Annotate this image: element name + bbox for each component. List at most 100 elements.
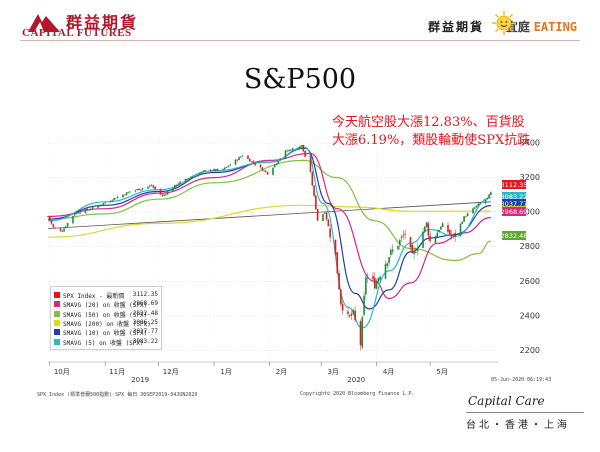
- candle-body: [466, 213, 469, 217]
- copyright-caption: Copyright© 2020 Bloomberg Finance L.P.: [300, 391, 415, 397]
- candle-body: [302, 144, 305, 152]
- legend-item: SMAVG (10) on 收盤 (SPX) 3037.77: [54, 328, 158, 337]
- candle-body: [436, 232, 439, 238]
- candle-body: [397, 245, 399, 250]
- legend-label: SMAVG (5) on 收盤 (SPX): [63, 339, 144, 347]
- candle-body: [48, 216, 51, 221]
- company-name-en: CAPITAL FUTURES: [22, 27, 132, 39]
- candle-body: [54, 227, 56, 229]
- candle-body: [202, 170, 205, 172]
- candle-body: [50, 220, 53, 224]
- candle-body: [425, 222, 428, 228]
- candle-body: [248, 158, 251, 162]
- candle-body: [147, 186, 149, 189]
- candle-body: [252, 161, 255, 164]
- candle-body: [347, 311, 349, 314]
- candle-body: [116, 196, 119, 199]
- candle-body: [429, 235, 431, 242]
- candle-body: [240, 156, 242, 158]
- year-label: 2020: [347, 376, 365, 384]
- legend-value: 3006.25: [132, 318, 158, 326]
- candle-body: [136, 189, 139, 190]
- candle-body: [72, 215, 74, 224]
- candle-body: [340, 289, 342, 305]
- trendline: [47, 201, 491, 229]
- candle-body: [148, 185, 151, 187]
- candle-body: [391, 249, 394, 252]
- candle-body: [279, 158, 281, 161]
- candle-body: [484, 199, 487, 204]
- ma-line: [47, 152, 491, 300]
- candle-body: [350, 313, 353, 316]
- candle-body: [140, 189, 142, 191]
- candle-body: [141, 188, 144, 190]
- legend-value: 3083.22: [132, 337, 158, 345]
- candle-body: [304, 150, 306, 157]
- candle-body: [400, 236, 403, 238]
- candle-body: [111, 200, 114, 202]
- candle-body: [173, 184, 176, 189]
- candle-body: [297, 147, 299, 149]
- legend-item: SPX Index - 最新價 3112.35: [54, 291, 158, 300]
- legend-label: SPX Index - 最新價: [63, 293, 125, 300]
- legend-label: SMAVG (20) on 收盤 (SPX): [63, 302, 148, 310]
- y-tick-label: 3400: [520, 139, 540, 148]
- candle-body: [273, 164, 276, 168]
- candle-body: [363, 295, 365, 315]
- candle-body: [191, 176, 194, 178]
- candle-body: [154, 186, 156, 190]
- candle-body: [166, 191, 169, 195]
- candle-body: [200, 171, 203, 174]
- candle-body: [61, 230, 64, 232]
- candle-body: [479, 203, 481, 204]
- candle-body: [188, 178, 190, 180]
- candle-body: [390, 249, 392, 256]
- candle-body: [448, 229, 451, 234]
- candle-body: [75, 212, 78, 214]
- value-tag-label: 3083.22: [501, 193, 528, 201]
- candle-body: [459, 223, 462, 236]
- candle-body: [477, 203, 480, 206]
- candle-body: [427, 223, 430, 236]
- legend-value: 3112.35: [132, 291, 158, 298]
- candle-body: [334, 239, 337, 255]
- header-divider: [20, 40, 580, 41]
- candle-body: [277, 161, 280, 164]
- candle-body: [63, 228, 65, 232]
- company-name-cn: 群益期貨: [66, 13, 139, 32]
- candle-body: [84, 209, 87, 213]
- candle-body: [215, 169, 217, 171]
- candle-body: [73, 213, 76, 216]
- candle-body: [86, 208, 89, 210]
- x-tick-label: 2月: [276, 368, 287, 376]
- candle-body: [440, 226, 442, 230]
- candle-body: [123, 194, 126, 196]
- candle-body: [313, 185, 315, 196]
- candle-body: [490, 192, 492, 196]
- candle-body: [409, 237, 412, 248]
- candle-body: [348, 314, 351, 317]
- candle-body: [288, 149, 290, 151]
- candle-body: [438, 229, 440, 233]
- candle-body: [298, 146, 301, 149]
- candle-body: [250, 161, 253, 163]
- candle-body: [388, 257, 390, 264]
- candle-body: [309, 156, 312, 173]
- candle-body: [415, 251, 417, 253]
- candle-body: [259, 164, 262, 168]
- y-tick-label: 3200: [520, 173, 540, 182]
- candle-body: [461, 221, 464, 224]
- candle-body: [291, 148, 294, 151]
- capital-futures-logo-icon: [28, 14, 60, 32]
- candle-body: [441, 223, 444, 228]
- candle-body: [198, 173, 201, 176]
- x-tick-label: 12月: [163, 368, 179, 376]
- legend-label: SMAVG (200) on 收盤 (SPX): [63, 320, 151, 328]
- legend-value: 2968.69: [132, 300, 158, 308]
- candle-body: [275, 163, 278, 165]
- candle-body: [325, 212, 328, 220]
- candle-body: [113, 198, 115, 200]
- candle-body: [338, 273, 340, 290]
- candle-body: [125, 192, 128, 196]
